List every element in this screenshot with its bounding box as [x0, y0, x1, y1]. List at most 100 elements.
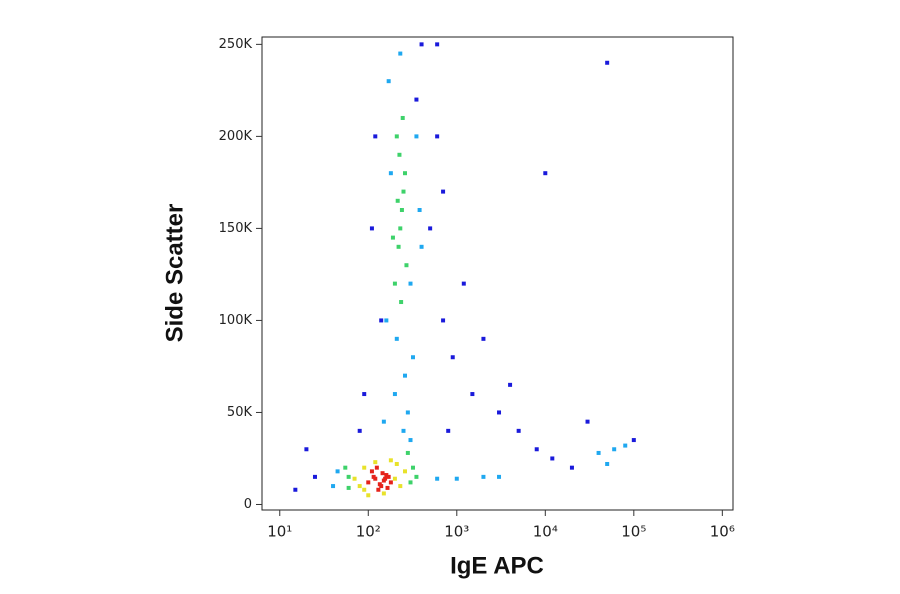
point	[605, 461, 610, 466]
point	[386, 79, 391, 84]
point	[435, 476, 440, 481]
point	[399, 208, 404, 213]
point	[390, 235, 395, 240]
x-tick-label: 10²	[356, 523, 381, 541]
point	[441, 318, 446, 323]
point	[403, 469, 408, 474]
point	[346, 474, 351, 479]
x-axis-title: IgE APC	[450, 552, 544, 579]
point	[481, 474, 486, 479]
point	[497, 410, 502, 415]
point	[392, 392, 397, 397]
point	[312, 474, 317, 479]
point	[362, 465, 367, 470]
point	[410, 465, 415, 470]
point	[550, 456, 555, 461]
point	[408, 281, 413, 286]
point	[380, 471, 385, 476]
point	[398, 484, 403, 489]
point	[381, 491, 386, 496]
point	[543, 171, 548, 176]
point	[392, 281, 397, 286]
point	[357, 484, 362, 489]
point	[396, 244, 401, 249]
point	[441, 189, 446, 194]
point	[497, 474, 502, 479]
point	[605, 60, 610, 65]
y-tick-label: 100K	[219, 313, 253, 328]
point	[408, 438, 413, 443]
x-tick-label: 10⁴	[533, 523, 558, 541]
point	[384, 318, 389, 323]
point	[435, 42, 440, 47]
point	[481, 336, 486, 341]
point	[383, 476, 388, 481]
point	[346, 485, 351, 490]
point	[446, 428, 451, 433]
point	[373, 134, 378, 139]
point	[623, 443, 628, 448]
point	[410, 355, 415, 360]
y-tick-label: 200K	[219, 129, 253, 144]
point	[392, 476, 397, 481]
point	[397, 152, 402, 157]
point	[405, 410, 410, 415]
point	[450, 355, 455, 360]
point	[534, 447, 539, 452]
point	[371, 474, 376, 479]
point	[516, 428, 521, 433]
point	[366, 480, 371, 485]
plot-frame	[261, 36, 734, 511]
point	[569, 465, 574, 470]
point	[388, 458, 393, 463]
point	[381, 419, 386, 424]
point	[419, 244, 424, 249]
point	[470, 392, 475, 397]
point	[400, 115, 405, 120]
point	[401, 189, 406, 194]
point	[388, 171, 393, 176]
point	[403, 373, 408, 378]
point	[395, 198, 400, 203]
point	[612, 447, 617, 452]
point	[369, 226, 374, 231]
point	[398, 51, 403, 56]
point	[596, 450, 601, 455]
point	[366, 493, 371, 498]
point	[293, 487, 298, 492]
point	[461, 281, 466, 286]
point	[585, 419, 590, 424]
point	[362, 487, 367, 492]
point	[399, 300, 404, 305]
point	[343, 465, 348, 470]
point	[428, 226, 433, 231]
point	[454, 476, 459, 481]
point	[404, 263, 409, 268]
point	[419, 42, 424, 47]
point	[401, 428, 406, 433]
point	[352, 476, 357, 481]
x-tick-label: 10⁶	[710, 523, 735, 541]
x-tick-label: 10¹	[267, 523, 292, 541]
point	[414, 134, 419, 139]
y-tick-label: 50K	[227, 405, 253, 420]
y-tick-label: 250K	[219, 37, 253, 52]
point	[408, 480, 413, 485]
point	[388, 480, 393, 485]
x-tick-label: 10⁵	[621, 523, 646, 541]
point	[374, 465, 379, 470]
point	[385, 485, 390, 490]
point	[331, 484, 336, 489]
point	[335, 469, 340, 474]
y-tick-label: 0	[244, 497, 252, 512]
point	[394, 461, 399, 466]
y-axis-title: Side Scatter	[161, 204, 188, 343]
y-tick-label: 150K	[219, 221, 253, 236]
point	[508, 382, 513, 387]
point	[414, 474, 419, 479]
point	[398, 226, 403, 231]
point	[414, 97, 419, 102]
point	[376, 487, 381, 492]
point	[394, 134, 399, 139]
